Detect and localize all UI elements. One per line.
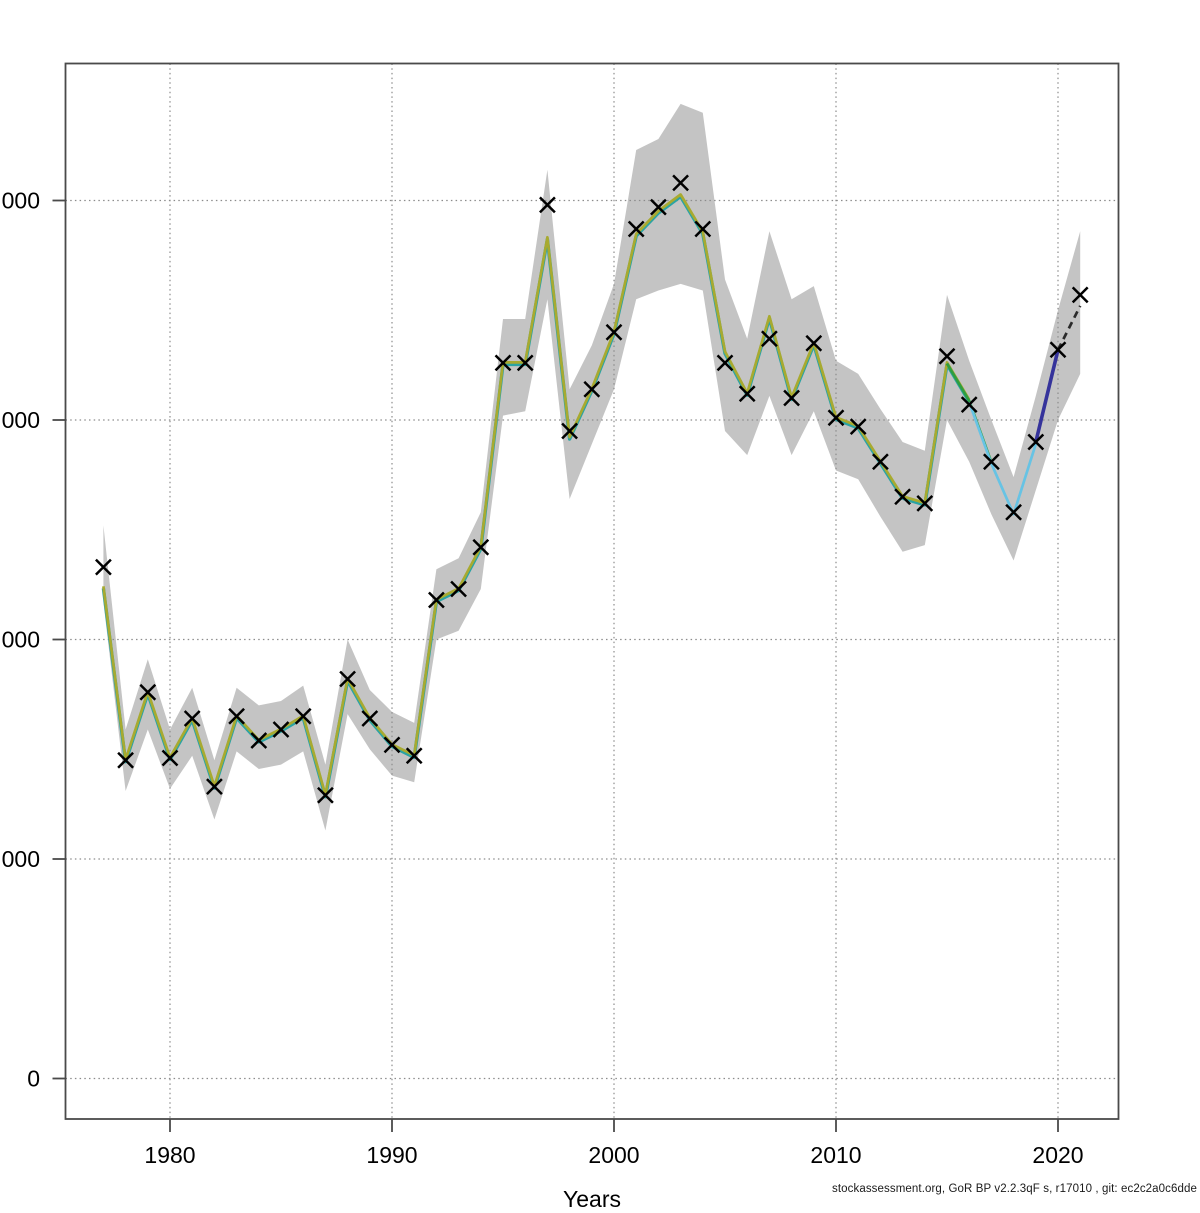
- observation-marker: [627, 220, 645, 238]
- observation-marker: [161, 749, 179, 767]
- observation-marker: [494, 354, 512, 372]
- y-tick-label: 0: [27, 1066, 40, 1092]
- observation-markers: [95, 174, 1089, 804]
- x-tick-label: 1990: [366, 1142, 417, 1168]
- observation-marker: [761, 330, 778, 348]
- observation-marker: [894, 488, 911, 506]
- x-tick-label: 2020: [1032, 1142, 1083, 1168]
- observation-marker: [738, 385, 756, 403]
- observation-marker: [938, 347, 956, 365]
- axis-ticks: [52, 199, 1059, 1132]
- observation-marker: [1005, 503, 1022, 521]
- observation-marker: [117, 751, 134, 769]
- observation-marker: [339, 670, 356, 688]
- observation-marker: [605, 323, 623, 341]
- observation-marker: [539, 196, 556, 214]
- observation-marker: [650, 198, 667, 216]
- y-tick-label: 000: [2, 407, 40, 433]
- x-tick-label: 2000: [588, 1142, 639, 1168]
- observation-marker: [516, 354, 534, 372]
- observation-marker: [983, 453, 1000, 471]
- y-tick-label: 000: [2, 627, 40, 653]
- observation-marker: [1049, 341, 1067, 359]
- confidence-band: [103, 103, 1081, 831]
- observation-marker: [183, 710, 201, 727]
- observation-marker: [827, 409, 845, 427]
- observation-marker: [716, 354, 734, 372]
- observation-marker: [672, 174, 689, 192]
- observation-marker: [428, 591, 445, 609]
- observation-marker: [916, 495, 934, 512]
- plot-border: [64, 62, 1120, 1120]
- observation-marker: [960, 396, 978, 413]
- observation-marker: [472, 538, 490, 556]
- observation-marker: [250, 732, 268, 749]
- series-line-run-navy: [1034, 349, 1060, 443]
- observation-marker: [1027, 433, 1045, 451]
- observation-marker: [694, 220, 712, 238]
- y-tick-label: 000: [2, 846, 40, 872]
- observation-marker: [383, 736, 401, 754]
- series-line-forecast: [1056, 305, 1082, 351]
- watermark-text: stockassessment.org, GoR BP v2.2.3qF s, …: [832, 1183, 1197, 1195]
- x-tick-label: 2010: [810, 1142, 861, 1168]
- observation-marker: [561, 422, 578, 440]
- observation-marker: [405, 747, 423, 765]
- observation-marker: [450, 580, 467, 598]
- x-tick-label: 1980: [144, 1142, 195, 1168]
- observation-marker: [783, 389, 800, 407]
- observation-marker: [139, 683, 157, 701]
- observation-marker: [849, 418, 867, 435]
- observation-marker: [272, 721, 290, 738]
- observation-marker: [805, 334, 823, 352]
- series-line-run-olive: [102, 193, 971, 797]
- observation-marker: [206, 778, 223, 795]
- observation-marker: [1071, 286, 1089, 304]
- series-line-run-cyan: [967, 401, 1038, 516]
- y-tick-label: 000: [2, 188, 40, 214]
- observation-marker: [294, 707, 312, 725]
- observation-marker: [872, 453, 889, 471]
- observation-marker: [583, 380, 601, 398]
- observation-marker: [95, 558, 112, 576]
- gridlines: [65, 63, 1119, 1119]
- observation-marker: [228, 707, 245, 725]
- observation-marker: [361, 710, 379, 727]
- observation-marker: [317, 786, 334, 804]
